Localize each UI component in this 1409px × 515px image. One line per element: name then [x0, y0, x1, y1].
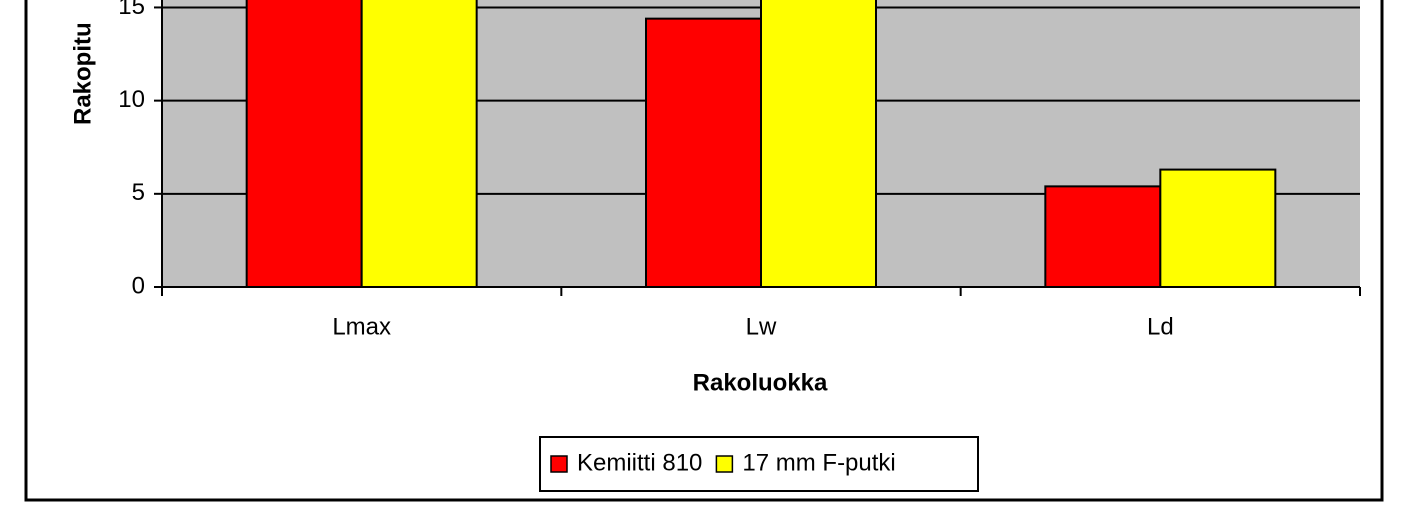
bar	[1159, 168, 1277, 288]
x-tick-label: Ld	[1147, 313, 1174, 340]
x-axis-title: Rakoluokka	[693, 369, 828, 396]
y-tick-label: 5	[132, 179, 145, 206]
legend-label: Kemiitti 810	[577, 449, 702, 476]
y-tick-label: 10	[118, 86, 145, 113]
x-tick-label: Lw	[746, 313, 777, 340]
legend	[539, 436, 979, 492]
bar	[245, 0, 363, 288]
y-tick-label: 15	[118, 0, 145, 20]
bar	[645, 17, 762, 289]
bar	[360, 0, 478, 288]
legend-label: 17 mm F-putki	[742, 449, 895, 476]
legend-swatch	[715, 455, 734, 473]
legend-swatch	[550, 455, 568, 473]
y-tick-label: 0	[132, 272, 145, 299]
x-tick-label: Lmax	[332, 313, 391, 340]
bar	[760, 0, 877, 288]
y-axis-title: Rakopitu	[69, 22, 96, 125]
bar	[1044, 185, 1162, 288]
